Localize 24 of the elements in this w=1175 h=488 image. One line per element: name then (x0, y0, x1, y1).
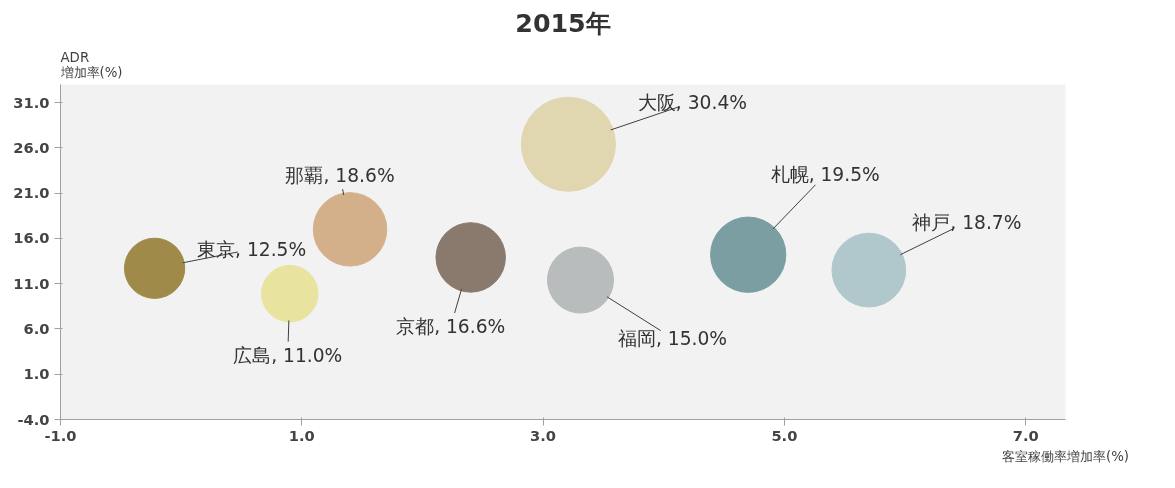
y-axis-title: ADR 増加率(%) (59, 49, 123, 80)
data-label: 神戸, 18.7% (912, 211, 1022, 233)
data-label: 那覇, 18.6% (285, 164, 395, 186)
x-tick-label: 5.0 (771, 426, 798, 444)
data-label: 札幌, 19.5% (770, 164, 880, 186)
x-axis-title: 客室稼働率増加率(%) (1001, 448, 1130, 464)
data-label: 広島, 11.0% (233, 345, 343, 367)
data-label: 東京, 12.5% (197, 238, 307, 260)
x-tick-label: 7.0 (1012, 426, 1039, 444)
y-tick-label: -4.0 (17, 410, 50, 428)
x-tick-label: 1.0 (288, 426, 315, 444)
x-tick-label: -1.0 (44, 426, 77, 444)
y-tick-label: 16.0 (13, 229, 50, 247)
y-tick-label: 11.0 (13, 274, 50, 292)
chart-title: 2015年 (515, 7, 611, 38)
y-tick-label: 6.0 (23, 319, 50, 337)
y-tick-label: 1.0 (23, 365, 50, 383)
y-tick-label: 26.0 (13, 138, 50, 156)
data-label: 大阪, 30.4% (637, 91, 748, 113)
x-tick-label: 3.0 (530, 426, 557, 444)
y-tick-label: 31.0 (13, 93, 50, 111)
data-label: 京都, 16.6% (396, 315, 506, 337)
data-label: 福岡, 15.0% (617, 327, 728, 349)
y-tick-label: 21.0 (13, 184, 50, 202)
